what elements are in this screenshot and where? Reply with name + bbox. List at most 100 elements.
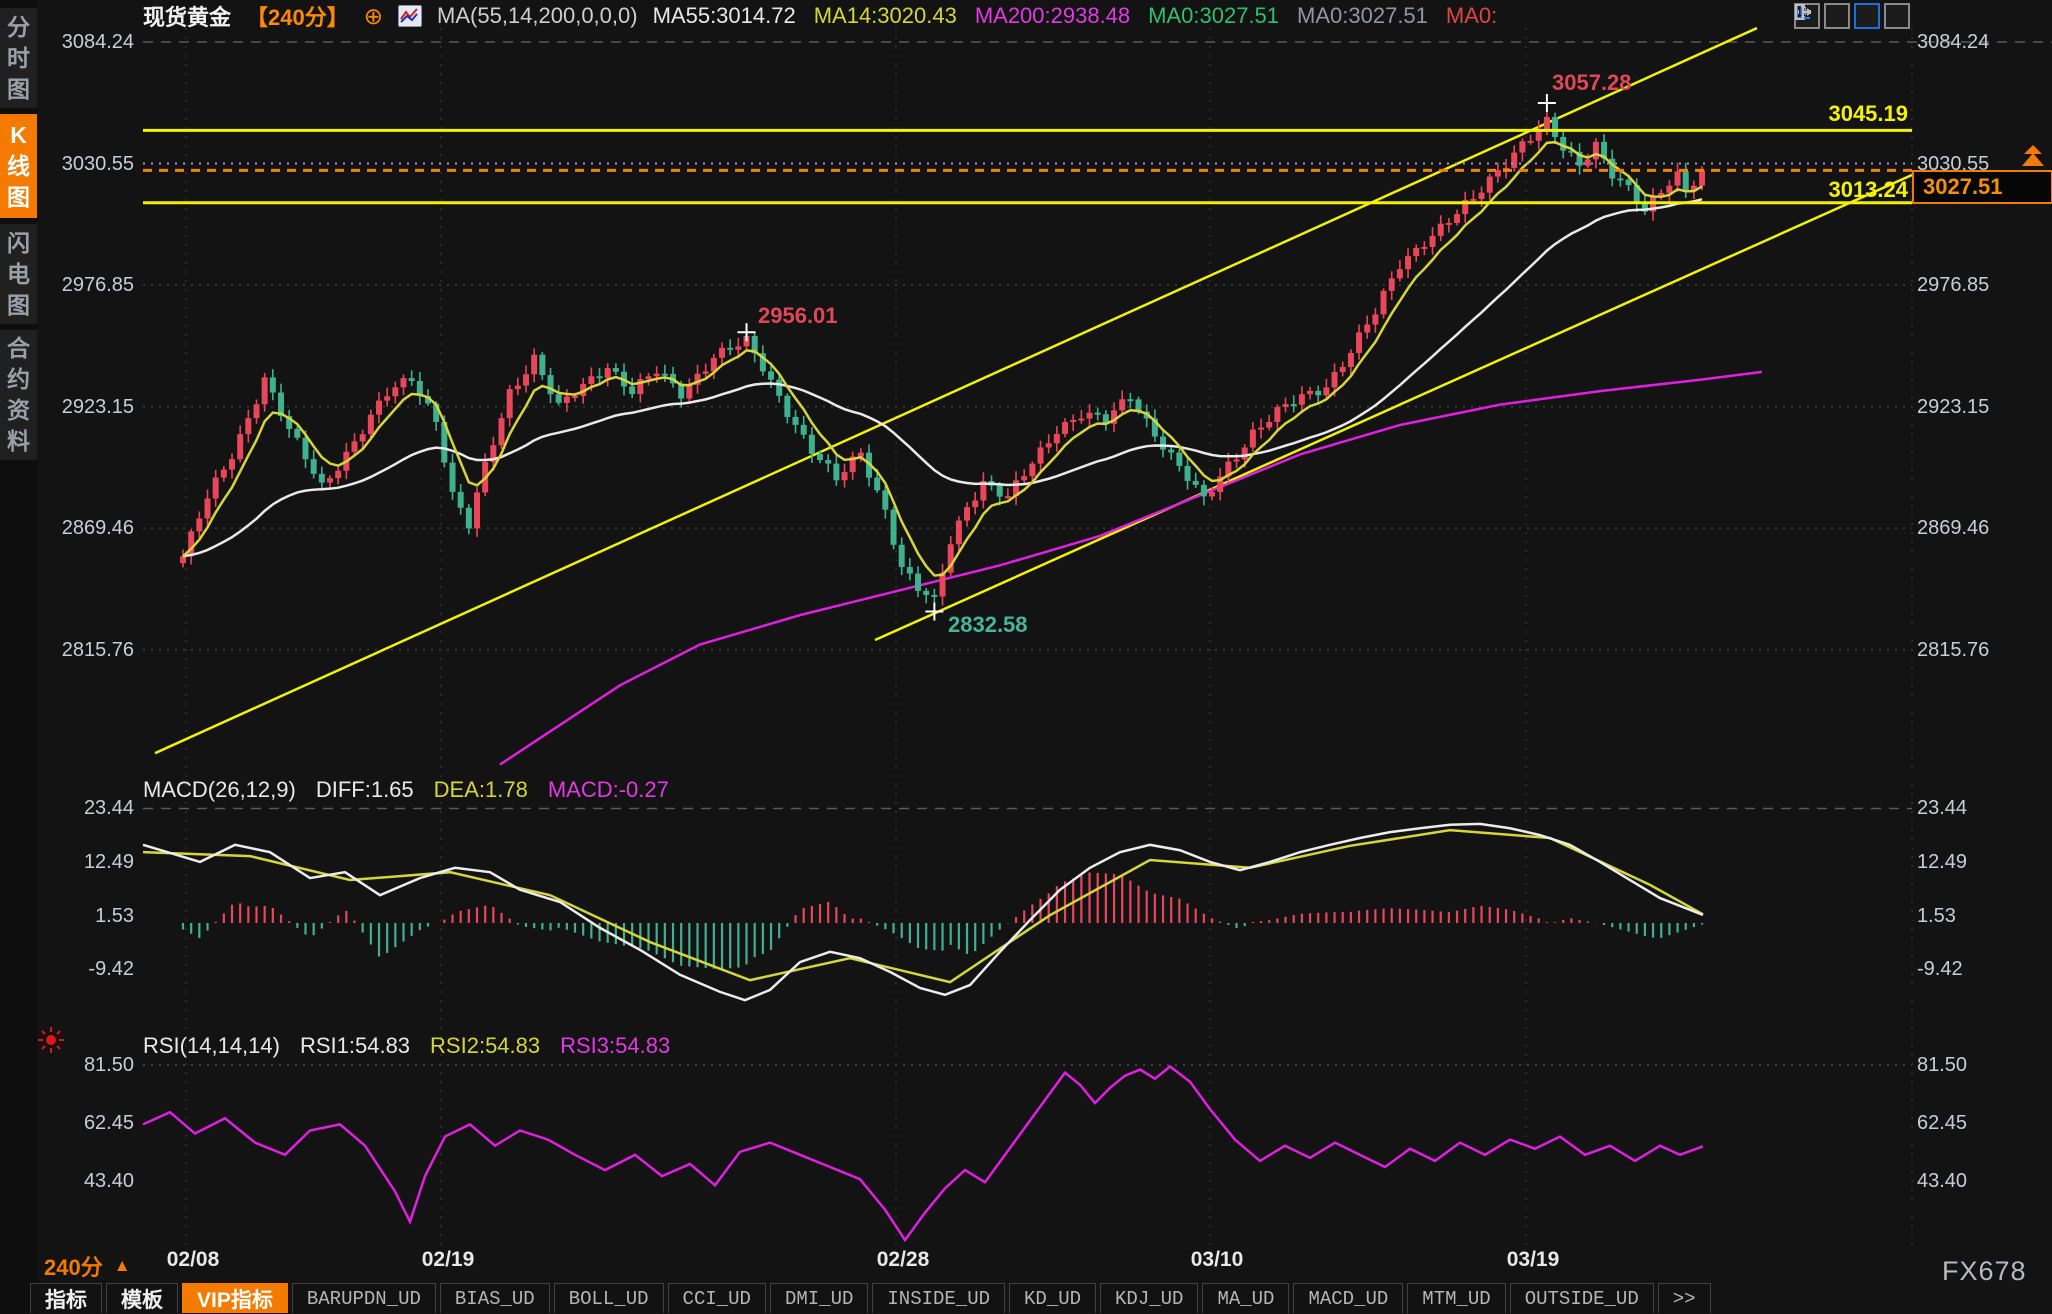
rsi2-value: RSI2:54.83 bbox=[430, 1033, 541, 1058]
price-annotation: 3057.28 bbox=[1552, 70, 1632, 95]
tab-boll_ud[interactable]: BOLL_UD bbox=[553, 1283, 664, 1313]
price-axis-label-left: 3030.55 bbox=[61, 152, 134, 175]
macd-axis-label-right: -9.42 bbox=[1917, 958, 1963, 981]
rsi-axis-label-left: 43.40 bbox=[83, 1170, 134, 1193]
price-axis-label-right: 2869.46 bbox=[1917, 517, 1990, 540]
footer-timeframe-label: 240分 bbox=[44, 1255, 103, 1280]
price-axis-label-right: 3030.55 bbox=[1917, 152, 1990, 175]
header-ma-value: MA0:3027.51 bbox=[1297, 3, 1428, 28]
macd-dea-value: DEA:1.78 bbox=[433, 777, 528, 802]
tab-barupdn_ud[interactable]: BARUPDN_UD bbox=[291, 1283, 436, 1313]
sidebar-item-char: 约 bbox=[7, 366, 30, 392]
header-ma-value: MA14:3020.43 bbox=[813, 3, 957, 28]
header-ma-value: MA55:3014.72 bbox=[652, 3, 796, 28]
date-axis-label: 03/19 bbox=[1506, 1248, 1560, 1271]
timeframe-up-arrow-icon: ▲ bbox=[113, 1256, 131, 1275]
axis-play-icon[interactable] bbox=[1796, 3, 1880, 29]
rsi-label-row: RSI(14,14,14) RSI1:54.83 RSI2:54.83 RSI3… bbox=[143, 1033, 670, 1059]
sidebar-item-3[interactable]: 闪电图 bbox=[0, 224, 37, 324]
date-axis-label: 02/28 bbox=[876, 1248, 930, 1271]
tab-macd_ud[interactable]: MACD_UD bbox=[1293, 1283, 1404, 1313]
rsi-title: RSI(14,14,14) bbox=[143, 1033, 280, 1058]
sidebar-item-char: 闪 bbox=[7, 229, 30, 256]
price-axis-label-right: 2923.15 bbox=[1917, 395, 1990, 418]
footer-timeframe[interactable]: 240分 ▲ bbox=[44, 1250, 131, 1282]
macd-title: MACD(26,12,9) bbox=[143, 777, 296, 802]
sidebar-item-char: 图 bbox=[7, 291, 30, 318]
sidebar-item-char: 时 bbox=[7, 44, 30, 71]
macd-value: MACD:-0.27 bbox=[547, 777, 669, 802]
symbol-name: 现货黄金 bbox=[143, 5, 232, 30]
price-axis-label-left: 2869.46 bbox=[61, 517, 134, 540]
tab-模板[interactable]: 模板 bbox=[106, 1283, 178, 1313]
tab-指标[interactable]: 指标 bbox=[30, 1283, 102, 1313]
price-axis-label-right: 2976.85 bbox=[1917, 274, 1990, 297]
macd-axis-label-left: -9.42 bbox=[88, 958, 134, 981]
rsi-axis-label-right: 62.45 bbox=[1917, 1112, 1968, 1134]
tab-cci_ud[interactable]: CCI_UD bbox=[667, 1283, 766, 1313]
date-axis-label: 02/19 bbox=[421, 1248, 475, 1271]
more-tabs-button[interactable]: >> bbox=[1657, 1283, 1711, 1313]
rsi3-value: RSI3:54.83 bbox=[560, 1033, 671, 1058]
hline-price-label: 3013.24 bbox=[1828, 177, 1908, 202]
ma-values: MA55:3014.72 MA14:3020.43 MA200:2938.48 MA0… bbox=[653, 3, 1498, 29]
rsi-axis-label-left: 62.45 bbox=[83, 1112, 134, 1134]
macd-axis-label-left: 23.44 bbox=[83, 797, 134, 820]
header-ma-value: MA200:2938.48 bbox=[974, 3, 1131, 28]
axis-scale-icon[interactable]: H bbox=[1796, 3, 1850, 29]
mini-chart-icon[interactable] bbox=[398, 5, 423, 27]
header-ma-value: MA0: bbox=[1445, 3, 1498, 28]
sidebar-item-char: 合 bbox=[7, 335, 30, 361]
price-axis-label-right: 3084.24 bbox=[1917, 31, 1990, 53]
rsi-axis-label-right: 81.50 bbox=[1917, 1054, 1968, 1076]
sidebar-item-char: 电 bbox=[7, 260, 30, 287]
sidebar-item-char: 资 bbox=[7, 397, 30, 423]
price-axis-label-left: 2976.85 bbox=[61, 274, 134, 297]
hline-price-label: 3045.19 bbox=[1828, 101, 1908, 126]
price-axis-label-left: 2923.15 bbox=[61, 395, 134, 418]
price-annotation: 2832.58 bbox=[948, 612, 1028, 637]
header-ma-value: MA0:3027.51 bbox=[1148, 3, 1280, 28]
sidebar-item-1[interactable]: 分时图 bbox=[0, 8, 37, 108]
chart-toolbar: H bbox=[1794, 3, 1910, 29]
price-axis-label-right: 2815.76 bbox=[1917, 638, 1990, 661]
tab-mtm_ud[interactable]: MTM_UD bbox=[1407, 1283, 1506, 1313]
rsi1-value: RSI1:54.83 bbox=[299, 1033, 411, 1058]
date-axis-label: 02/08 bbox=[166, 1248, 220, 1271]
macd-axis-label-right: 23.44 bbox=[1917, 797, 1968, 820]
date-axis-label: 03/10 bbox=[1190, 1248, 1244, 1271]
last-price-box: 3027.51 bbox=[1912, 170, 2052, 204]
tab-outside_ud[interactable]: OUTSIDE_UD bbox=[1509, 1283, 1654, 1313]
sidebar-item-4[interactable]: 合约资料 bbox=[0, 330, 37, 460]
tab-vip指标[interactable]: VIP指标 bbox=[182, 1283, 288, 1313]
add-overlay-icon[interactable]: ⊕ bbox=[363, 2, 384, 29]
tab-kdj_ud[interactable]: KDJ_UD bbox=[1100, 1283, 1199, 1313]
tab-kd_ud[interactable]: KD_UD bbox=[1009, 1283, 1097, 1313]
tab-bias_ud[interactable]: BIAS_UD bbox=[439, 1283, 550, 1313]
alert-blink-icon[interactable] bbox=[37, 1026, 65, 1054]
price-annotation: 2956.01 bbox=[758, 303, 838, 328]
sidebar-item-char: 料 bbox=[7, 428, 30, 454]
macd-axis-label-left: 12.49 bbox=[83, 850, 134, 873]
ma-params: MA(55,14,200,0,0,0) bbox=[437, 3, 638, 28]
chart-header: 现货黄金 【240分】 ⊕ MA(55,14,200,0,0,0) MA55:3… bbox=[143, 2, 1498, 31]
sidebar-item-char: 线 bbox=[7, 152, 30, 179]
tab-dmi_ud[interactable]: DMI_UD bbox=[769, 1283, 869, 1313]
macd-label-row: MACD(26,12,9) DIFF:1.65 DEA:1.78 MACD:-0… bbox=[143, 777, 669, 803]
timeframe-label[interactable]: 【240分】 bbox=[246, 5, 349, 30]
sidebar-item-char: 图 bbox=[7, 183, 30, 210]
tab-inside_ud[interactable]: INSIDE_UD bbox=[872, 1283, 1006, 1313]
sidebar-item-char: 分 bbox=[7, 13, 30, 40]
sidebar-item-char: K bbox=[10, 121, 27, 148]
rsi-axis-label-right: 43.40 bbox=[1917, 1170, 1968, 1193]
macd-diff-value: DIFF:1.65 bbox=[315, 777, 414, 802]
tab-ma_ud[interactable]: MA_UD bbox=[1202, 1283, 1290, 1313]
macd-axis-label-right: 12.49 bbox=[1917, 850, 1968, 873]
watermark: FX678 bbox=[1942, 1256, 2027, 1286]
exit-chart-icon[interactable] bbox=[1795, 3, 1910, 29]
rsi-axis-label-left: 81.50 bbox=[83, 1054, 134, 1076]
